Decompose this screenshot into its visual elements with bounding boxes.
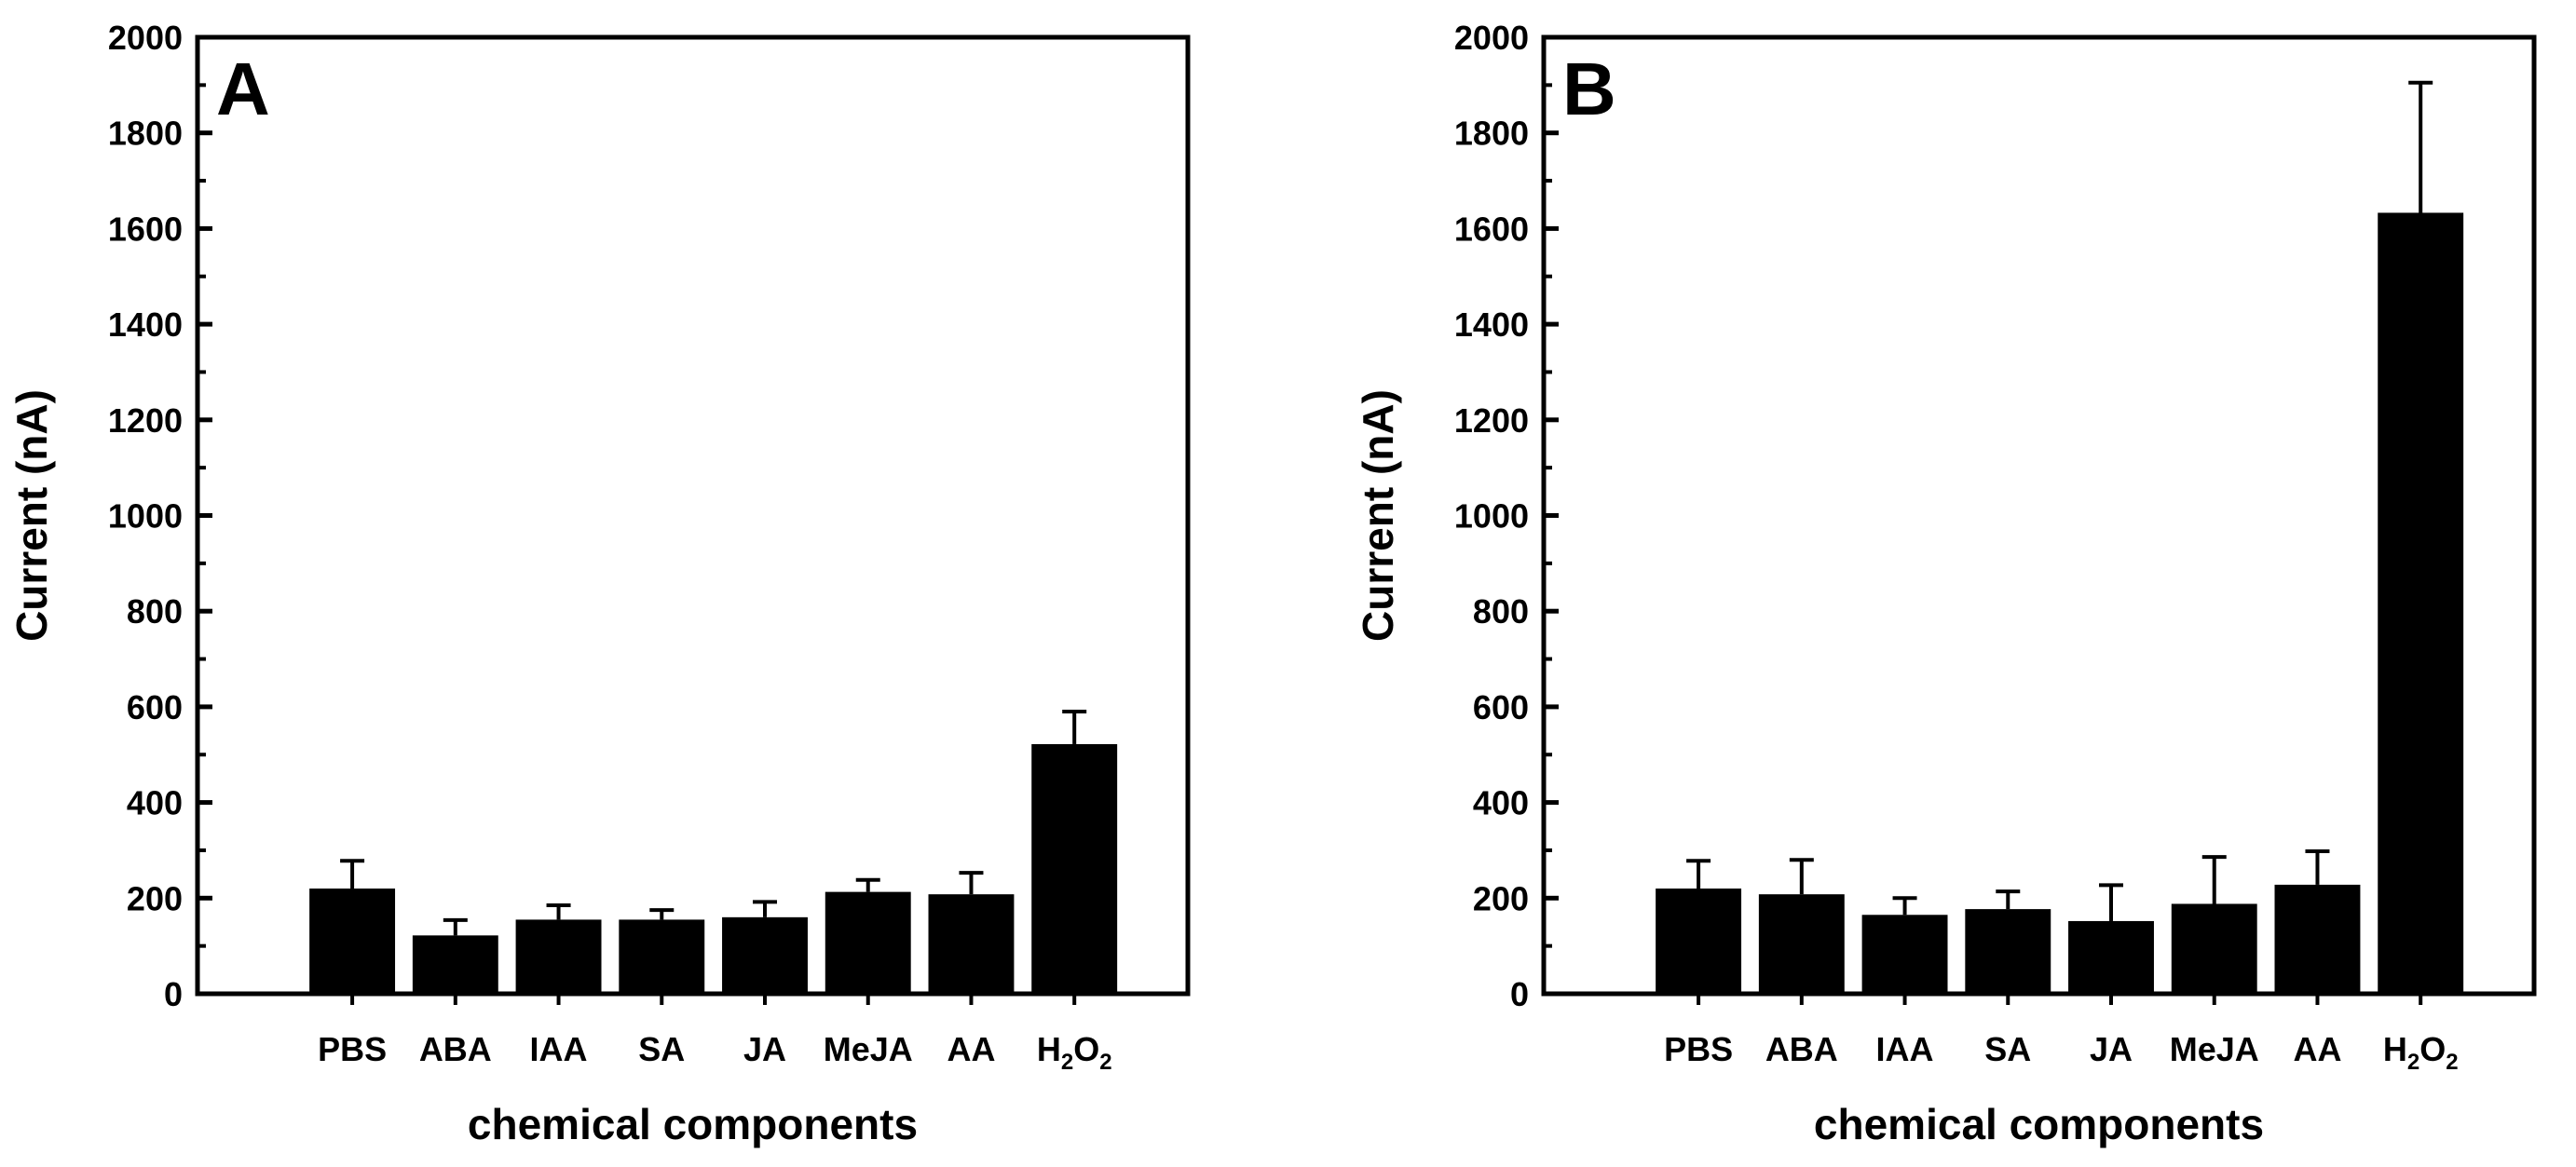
bar [2171,903,2257,994]
y-tick-label: 0 [164,975,183,1013]
y-tick-label: 600 [127,688,183,726]
x-tick-label: ABA [1765,1030,1838,1068]
bar [1656,889,1742,994]
bar [1758,894,1845,994]
x-axis-title: chemical components [468,1100,918,1148]
x-tick-label: AA [2293,1030,2341,1068]
bar [412,935,498,994]
y-tick-label: 1200 [108,401,183,440]
y-tick-label: 1200 [1454,401,1529,440]
x-tick-label: JA [743,1030,786,1068]
y-tick-label: 1800 [1454,115,1529,153]
x-tick-label: ABA [419,1030,492,1068]
x-tick-label: JA [2090,1030,2133,1068]
x-tick-label: IAA [1876,1030,1934,1068]
bar [2068,920,2154,994]
bar [1965,909,2051,994]
x-tick-label: PBS [318,1030,387,1068]
y-tick-label: 1400 [1454,305,1529,344]
y-tick-label: 1600 [108,210,183,248]
x-tick-label: H2O2 [1037,1030,1112,1075]
x-tick-label: PBS [1664,1030,1733,1068]
bar [928,894,1015,994]
y-tick-label: 1400 [108,305,183,344]
y-tick-label: 2000 [108,19,183,57]
y-tick-label: 1800 [108,115,183,153]
bar [1861,915,1948,994]
y-tick-label: 1000 [1454,497,1529,536]
y-tick-label: 1000 [108,497,183,536]
y-tick-label: 1600 [1454,210,1529,248]
panel-a: 0 200 400 600 800 1000 1200 1400 1600 1800 2000 PBS… [7,19,1191,1148]
y-axis-title: Current (nA) [1354,389,1402,642]
y-tick-label: 400 [127,784,183,822]
x-tick-label: SA [1984,1030,2031,1068]
bar [309,889,396,994]
y-tick-label: 2000 [1454,19,1529,57]
y-tick-label: 800 [1473,592,1529,631]
x-tick-label: H2O2 [2383,1030,2459,1075]
bar [2378,212,2464,995]
panel-label: B [1562,47,1616,130]
y-tick-label: 600 [1473,688,1529,726]
bar [722,916,808,994]
x-tick-label: IAA [530,1030,588,1068]
x-tick-label: AA [947,1030,995,1068]
bar [515,919,602,994]
panel-label: A [216,47,270,130]
y-axis-title: Current (nA) [7,389,56,642]
y-tick-label: 200 [127,879,183,917]
y-tick-label: 0 [1510,975,1529,1013]
panel-b: 0 200 400 600 800 1000 1200 1400 1600 1800 2000 PBS… [1354,19,2537,1148]
y-tick-label: 800 [127,592,183,631]
x-axis-title: chemical components [1814,1100,2264,1148]
y-tick-label: 400 [1473,784,1529,822]
x-tick-label: SA [638,1030,685,1068]
bar [2274,884,2361,994]
x-tick-label: MeJA [2170,1030,2259,1068]
bar [619,919,705,994]
y-tick-label: 200 [1473,879,1529,917]
bar [825,891,911,994]
x-tick-label: MeJA [824,1030,913,1068]
bar [1031,743,1118,994]
